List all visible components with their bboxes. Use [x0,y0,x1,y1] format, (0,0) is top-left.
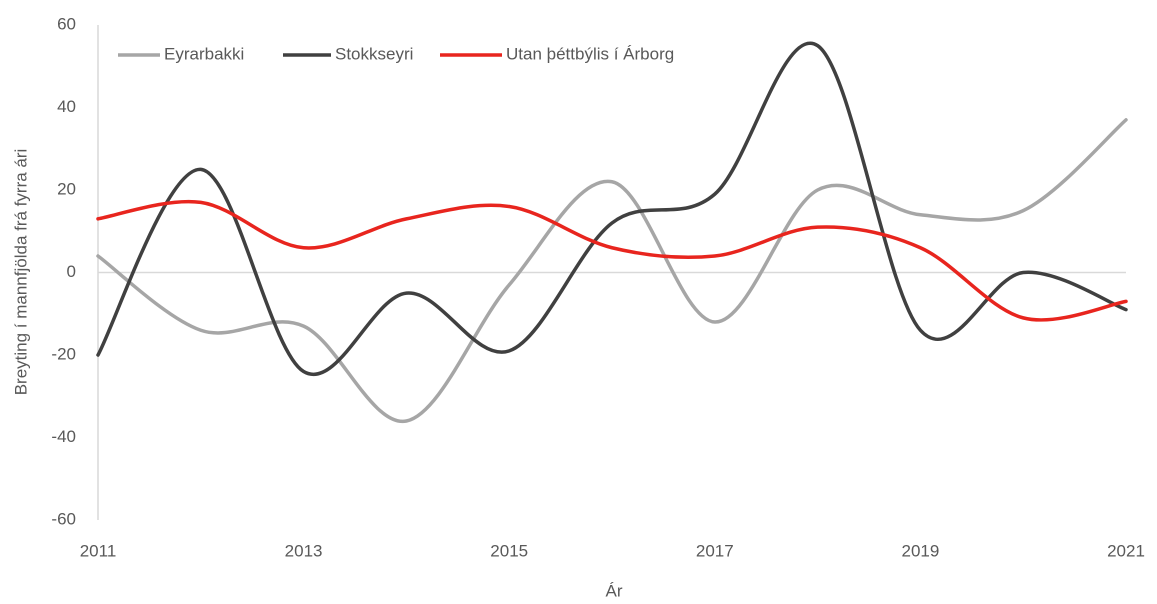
x-tick-label: 2013 [285,541,323,560]
legend-label: Eyrarbakki [164,44,244,63]
legend-label: Utan þéttbýlis í Árborg [506,44,674,63]
x-axis-title: Ár [606,581,623,600]
x-tick-label: 2021 [1107,541,1145,560]
y-tick-label: 40 [57,97,76,116]
y-axis-title: Breyting í mannfjölda frá fyrra ári [11,149,30,396]
y-tick-label: -60 [51,509,76,528]
series-line [96,118,1128,423]
x-tick-label: 2019 [901,541,939,560]
y-tick-label: 60 [57,14,76,33]
y-tick-label: -40 [51,427,76,446]
y-tick-label: 0 [67,262,76,281]
y-tick-label: 20 [57,179,76,198]
y-tick-label: -20 [51,344,76,363]
series-line [96,199,1128,322]
x-tick-label: 2011 [80,541,117,560]
legend-label: Stokkseyri [335,44,413,63]
x-tick-label: 2015 [490,541,528,560]
series-line [96,41,1128,376]
x-tick-label: 2017 [696,541,734,560]
